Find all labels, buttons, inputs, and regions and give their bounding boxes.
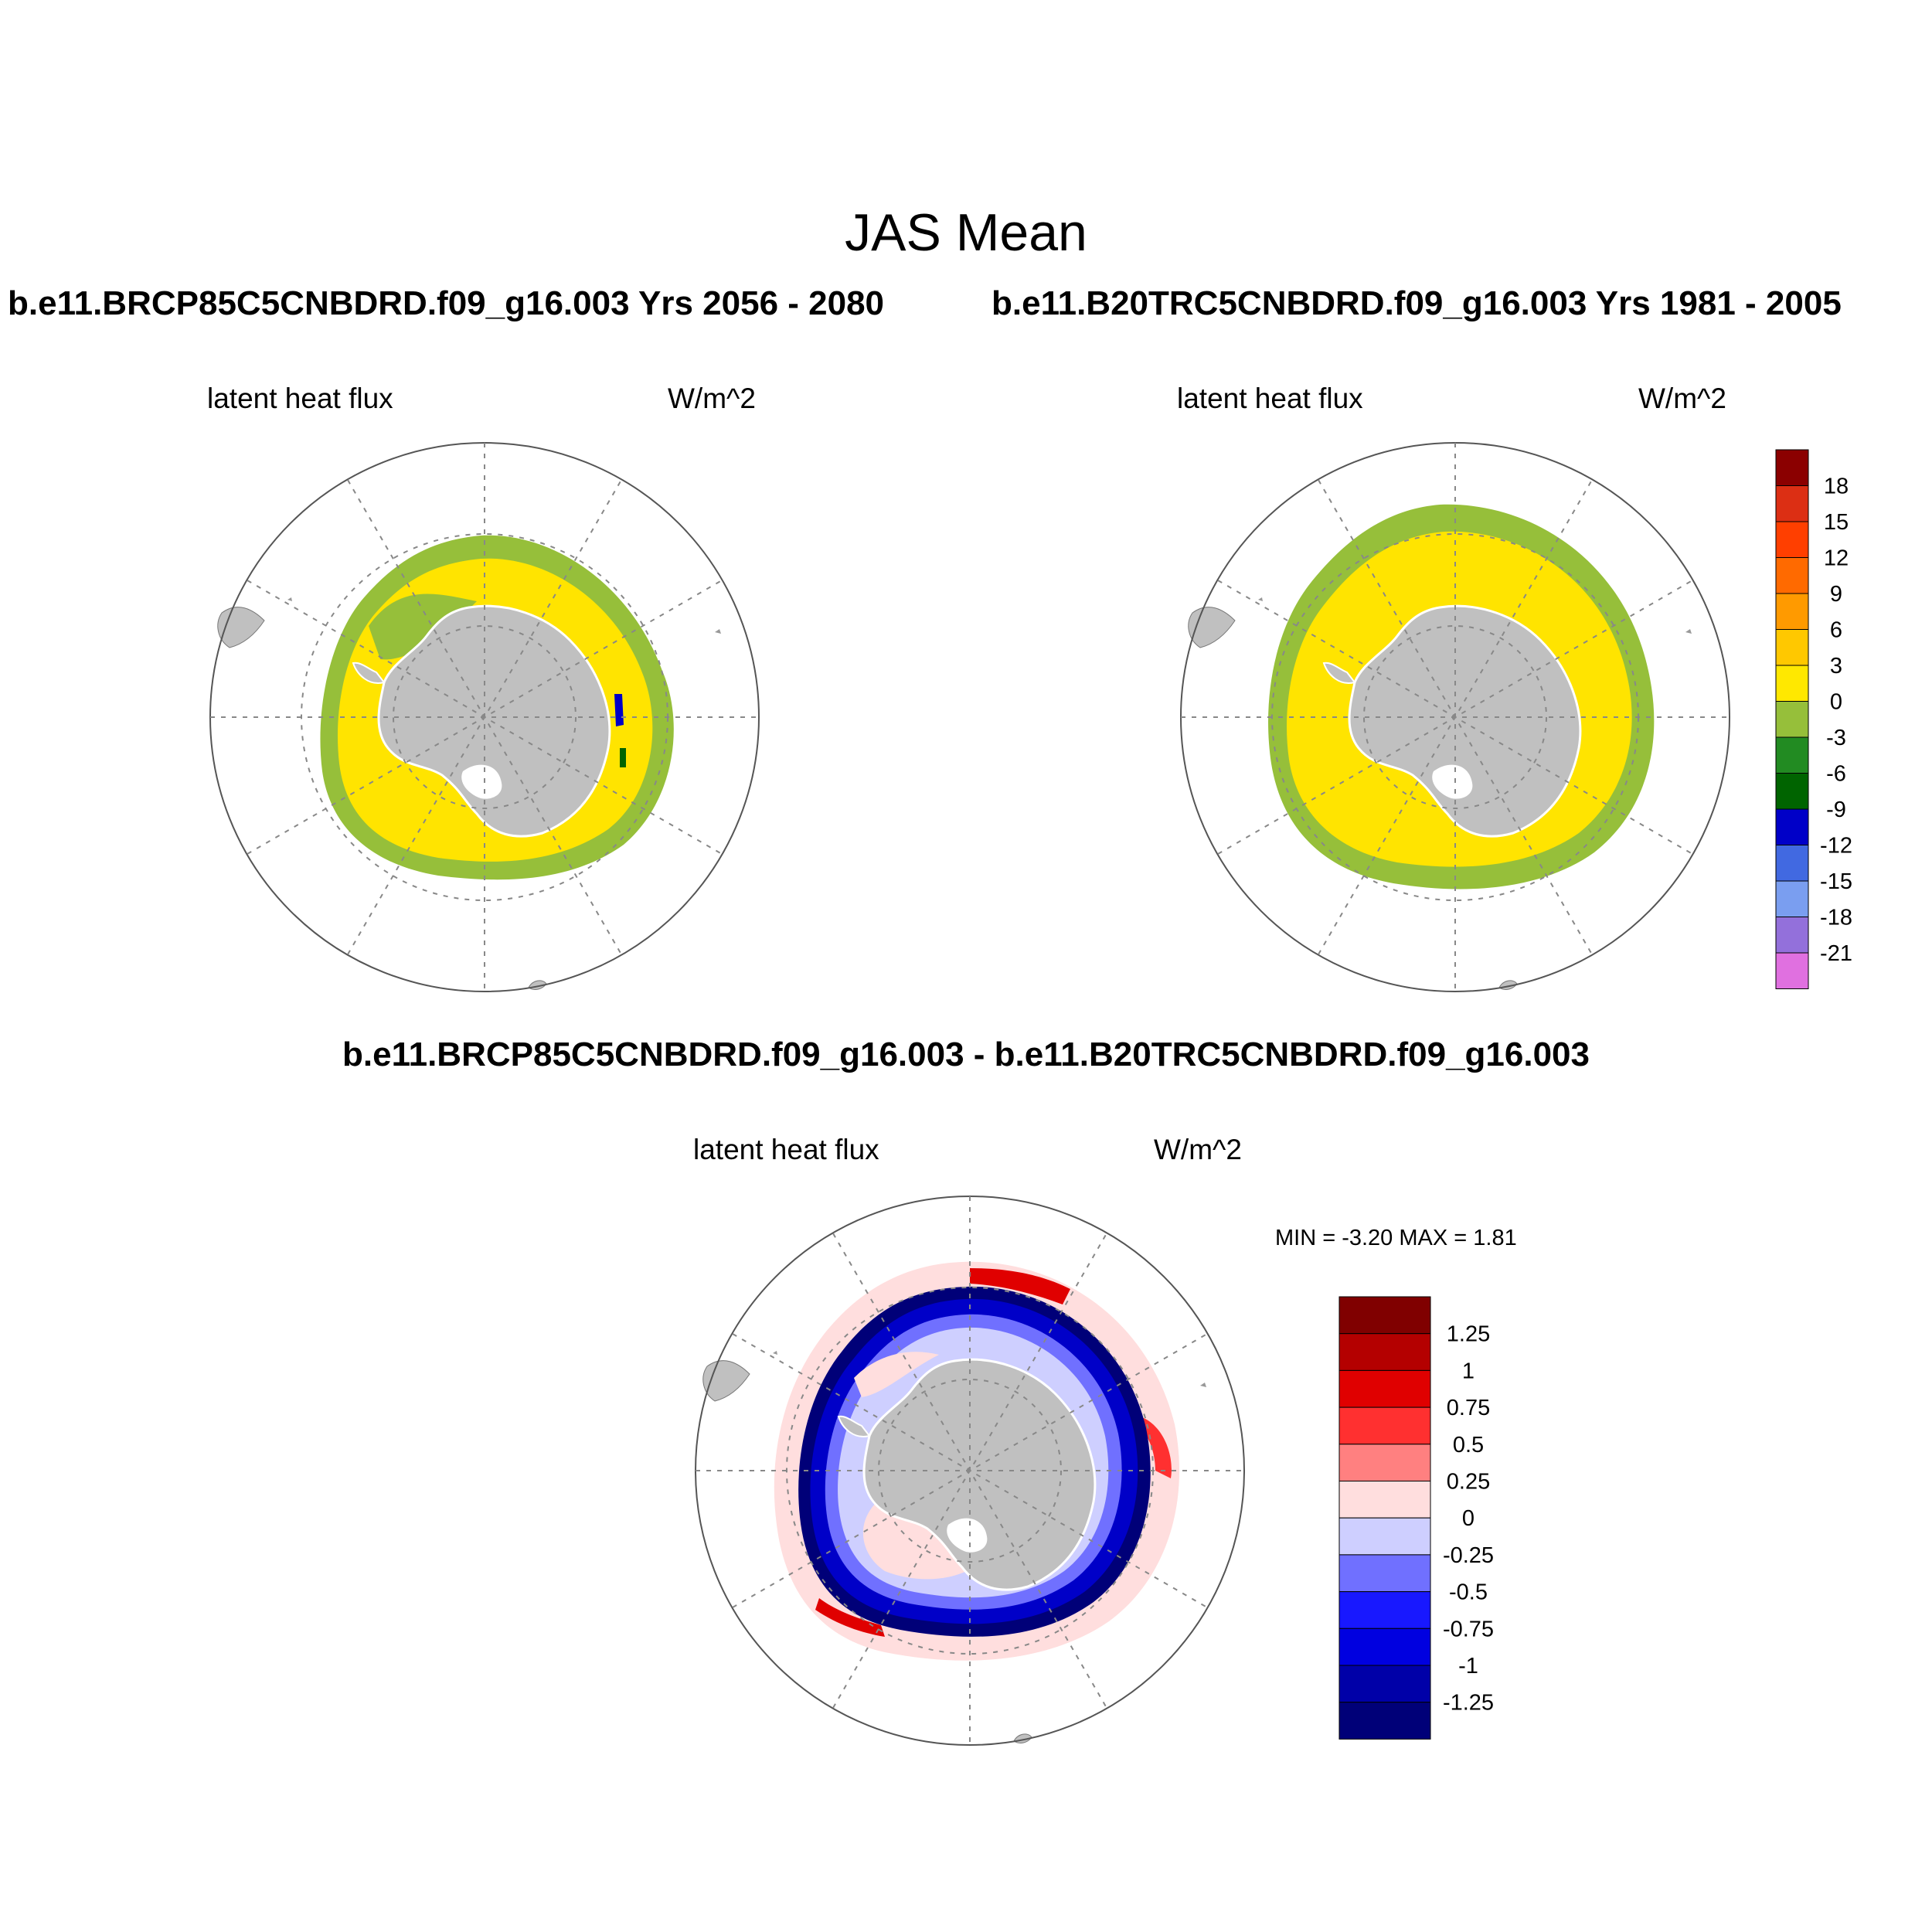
panel3-variable-label: latent heat flux: [693, 1134, 879, 1165]
colorbar-diff-label: -1: [1458, 1654, 1478, 1679]
colorbar-abs-swatch: [1775, 701, 1809, 738]
colorbar-absolute: 18 15 12 9 6 3 0 -3 -6 -9 -12 -15 -18 -21: [1775, 449, 1852, 989]
colorbar-abs-label: -18: [1820, 906, 1852, 930]
colorbar-diff-label: 0.75: [1447, 1396, 1490, 1420]
colorbar-abs-label: -12: [1820, 834, 1852, 859]
colorbar-diff-label: -1.25: [1443, 1691, 1494, 1716]
colorbar-diff-swatch: [1338, 1591, 1431, 1629]
colorbar-abs-swatch: [1775, 773, 1809, 810]
colorbar-abs-swatch: [1775, 449, 1809, 486]
colorbar-diff-label: -0.5: [1449, 1580, 1488, 1605]
panel1-polar-map: [209, 442, 760, 992]
colorbar-abs-label: 0: [1830, 690, 1842, 715]
colorbar-diff-swatch: [1338, 1369, 1431, 1408]
min-max-label: MIN = -3.20 MAX = 1.81: [1275, 1226, 1517, 1250]
colorbar-abs-swatch: [1775, 521, 1809, 558]
colorbar-diff-label: -0.75: [1443, 1617, 1494, 1641]
colorbar-abs-swatch: [1775, 952, 1809, 989]
panel1-variable-label: latent heat flux: [207, 383, 393, 414]
colorbar-abs-label: 18: [1824, 474, 1849, 499]
colorbar-abs-label: 6: [1830, 618, 1842, 643]
panel1-units-label: W/m^2: [668, 383, 756, 414]
colorbar-diff-label: 0: [1462, 1506, 1475, 1531]
colorbar-diff-swatch: [1338, 1333, 1431, 1371]
colorbar-abs-swatch: [1775, 629, 1809, 666]
colorbar-diff-label: -0.25: [1443, 1543, 1494, 1568]
colorbar-abs-label: -15: [1820, 869, 1852, 894]
colorbar-diff-swatch: [1338, 1665, 1431, 1703]
colorbar-abs-swatch: [1775, 880, 1809, 917]
colorbar-difference: 1.25 1 0.75 0.5 0.25 0 -0.25 -0.5 -0.75 -1 -1.25: [1338, 1296, 1494, 1740]
colorbar-abs-label: -21: [1820, 941, 1852, 966]
colorbar-abs-swatch: [1775, 808, 1809, 845]
colorbar-diff-label: 1.25: [1447, 1322, 1490, 1347]
colorbar-diff-swatch: [1338, 1481, 1431, 1519]
panel2-polar-map: [1180, 442, 1730, 992]
panel2-units-label: W/m^2: [1638, 383, 1726, 414]
colorbar-diff-swatch: [1338, 1628, 1431, 1666]
colorbar-abs-swatch: [1775, 593, 1809, 630]
panel2-variable-label: latent heat flux: [1177, 383, 1363, 414]
colorbar-diff-label: 1: [1462, 1359, 1475, 1383]
panel1-run-title: b.e11.BRCP85C5CNBDRD.f09_g16.003 Yrs 205…: [8, 284, 885, 322]
panel2-run-title: b.e11.B20TRC5CNBDRD.f09_g16.003 Yrs 1981…: [992, 284, 1842, 322]
colorbar-abs-label: 3: [1830, 654, 1842, 679]
colorbar-diff-swatch: [1338, 1444, 1431, 1482]
colorbar-diff-swatch: [1338, 1554, 1431, 1593]
colorbar-abs-swatch: [1775, 485, 1809, 522]
colorbar-diff-label: 0.5: [1453, 1433, 1484, 1458]
colorbar-abs-swatch: [1775, 917, 1809, 954]
colorbar-diff-label: 0.25: [1447, 1470, 1490, 1495]
colorbar-abs-label: 9: [1830, 582, 1842, 607]
colorbar-abs-swatch: [1775, 845, 1809, 882]
panel3-polar-map: [695, 1196, 1245, 1746]
colorbar-diff-swatch: [1338, 1296, 1431, 1335]
main-title: JAS Mean: [845, 203, 1087, 262]
colorbar-diff-swatch: [1338, 1517, 1431, 1556]
colorbar-diff-swatch: [1338, 1702, 1431, 1740]
colorbar-abs-label: -9: [1826, 798, 1846, 822]
panel3-units-label: W/m^2: [1154, 1134, 1242, 1165]
colorbar-abs-label: -6: [1826, 762, 1846, 787]
colorbar-abs-swatch: [1775, 557, 1809, 594]
colorbar-abs-label: -3: [1826, 726, 1846, 750]
colorbar-abs-swatch: [1775, 665, 1809, 702]
colorbar-abs-label: 15: [1824, 510, 1849, 535]
colorbar-diff-swatch: [1338, 1406, 1431, 1445]
colorbar-abs-swatch: [1775, 736, 1809, 774]
diff-run-title: b.e11.BRCP85C5CNBDRD.f09_g16.003 - b.e11…: [342, 1036, 1590, 1073]
colorbar-abs-label: 12: [1824, 546, 1849, 571]
